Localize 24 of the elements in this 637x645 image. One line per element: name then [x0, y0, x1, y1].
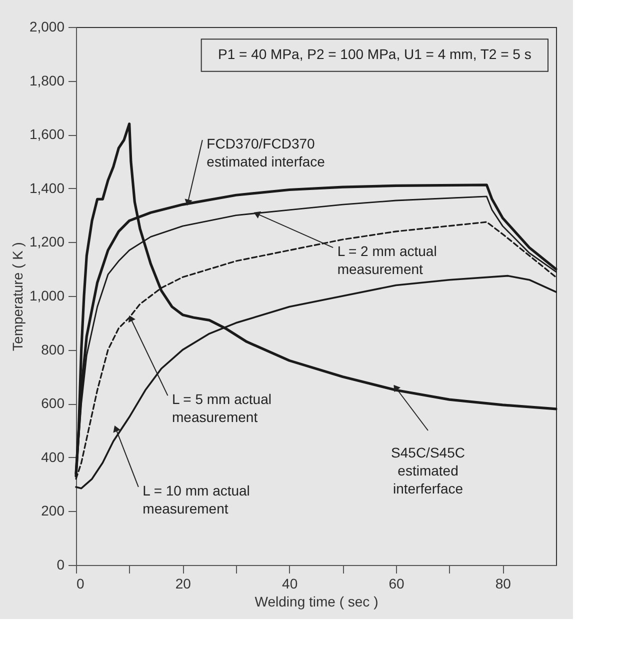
y-tick-label: 1,800	[29, 72, 65, 88]
y-tick-label: 1,000	[29, 288, 65, 304]
y-tick-label: 400	[41, 448, 65, 465]
y-tick-label: 1,600	[29, 126, 65, 142]
annotation: FCD370/FCD370 estimated interface	[206, 135, 326, 170]
y-tick-label: 1,400	[29, 180, 65, 196]
x-tick-label: 0	[76, 576, 84, 592]
y-tick-label: 600	[41, 395, 65, 412]
x-tick-label: 60	[388, 576, 404, 592]
x-tick-label: 20	[175, 576, 192, 592]
y-tick-label: 0	[56, 556, 65, 572]
x-tick-label: 40	[282, 576, 298, 592]
annotation: L = 2 mm actual measurement	[337, 242, 437, 277]
y-tick-label: 1,200	[29, 234, 65, 250]
annotation: P1 = 40 MPa, P2 = 100 MPa, U1 = 4 mm, T2 = 5 s	[218, 46, 532, 62]
y-tick-label: 200	[41, 502, 65, 519]
x-axis-title: Welding time ( sec )	[254, 594, 378, 610]
y-tick-label: 800	[41, 341, 65, 358]
y-axis-title: Temperature ( K )	[9, 242, 26, 351]
annotation: L = 5 mm actual measurement	[172, 390, 272, 425]
x-tick-label: 80	[495, 576, 512, 592]
annotation: L = 10 mm actual measurement	[142, 482, 250, 516]
y-tick-label: 2,000	[29, 18, 65, 34]
annotation: S45C/S45C estimated interferface	[391, 444, 465, 497]
